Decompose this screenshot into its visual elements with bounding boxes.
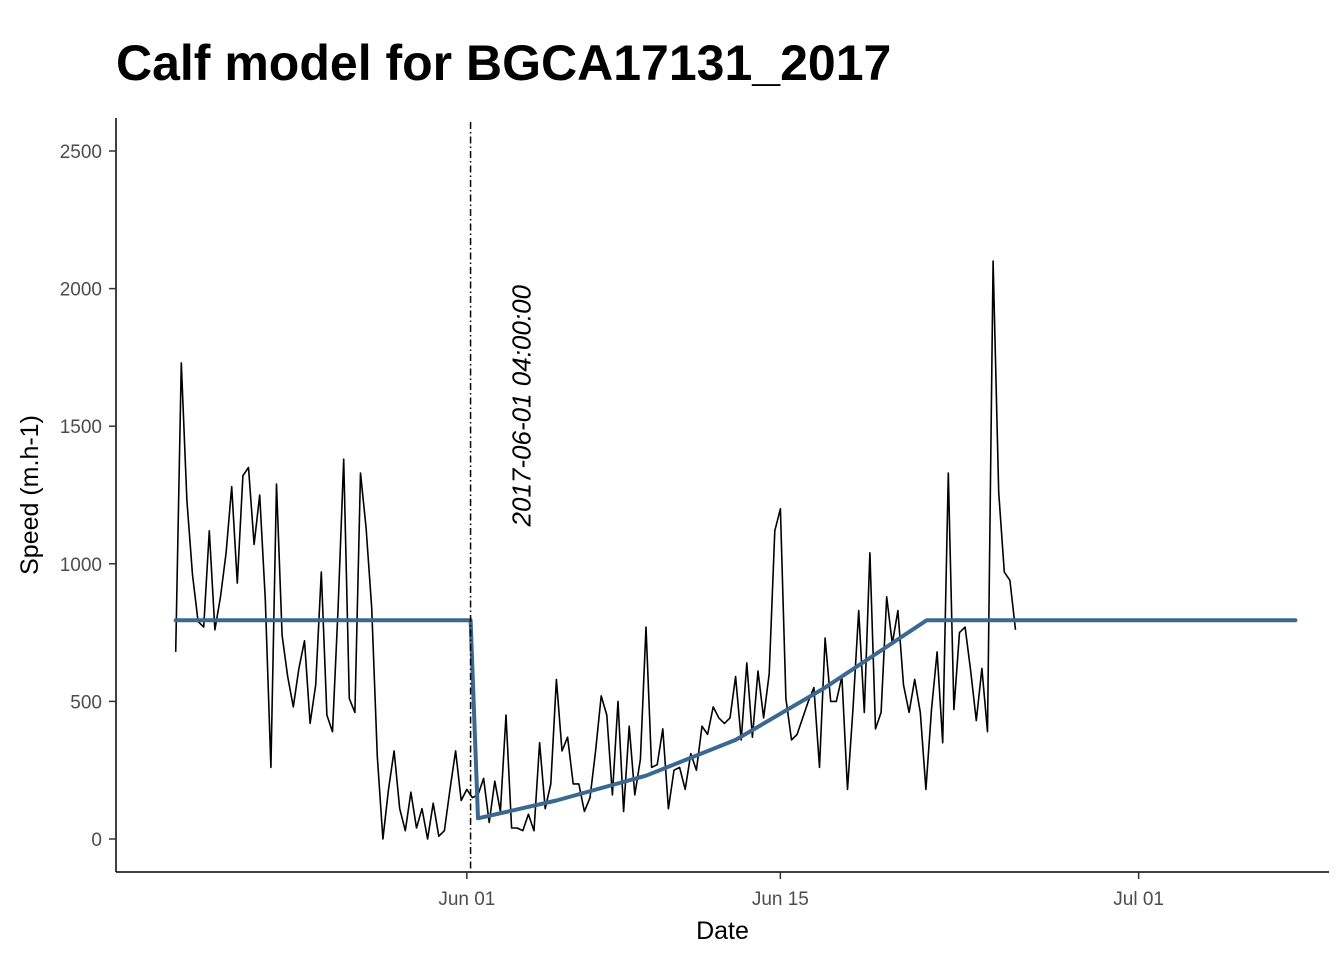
chart-title: Calf model for BGCA17131_2017 xyxy=(116,35,891,91)
y-tick-label: 500 xyxy=(70,692,102,713)
x-tick-label: Jun 15 xyxy=(752,889,809,910)
x-axis: Jun 01 Jun 15 Jul 01 xyxy=(116,871,1329,910)
y-axis-title: Speed (m.h-1) xyxy=(16,415,44,575)
y-tick-label: 2500 xyxy=(60,142,102,163)
model-fit-line xyxy=(173,618,1298,821)
y-tick-label: 1000 xyxy=(60,555,102,576)
calving-date-label: 2017-06-01 04:00:00 xyxy=(507,284,537,527)
y-axis: 0 500 1000 1500 2000 2500 xyxy=(60,118,117,872)
x-tick-label: Jul 01 xyxy=(1113,889,1164,910)
x-axis-title: Date xyxy=(696,917,749,945)
y-tick-label: 1500 xyxy=(60,417,102,438)
observed-speed-line xyxy=(174,260,1017,840)
y-tick-label: 2000 xyxy=(60,280,102,301)
y-tick-label: 0 xyxy=(91,830,102,851)
x-tick-label: Jun 01 xyxy=(438,889,495,910)
plot-area: 2017-06-01 04:00:00 xyxy=(173,122,1298,872)
